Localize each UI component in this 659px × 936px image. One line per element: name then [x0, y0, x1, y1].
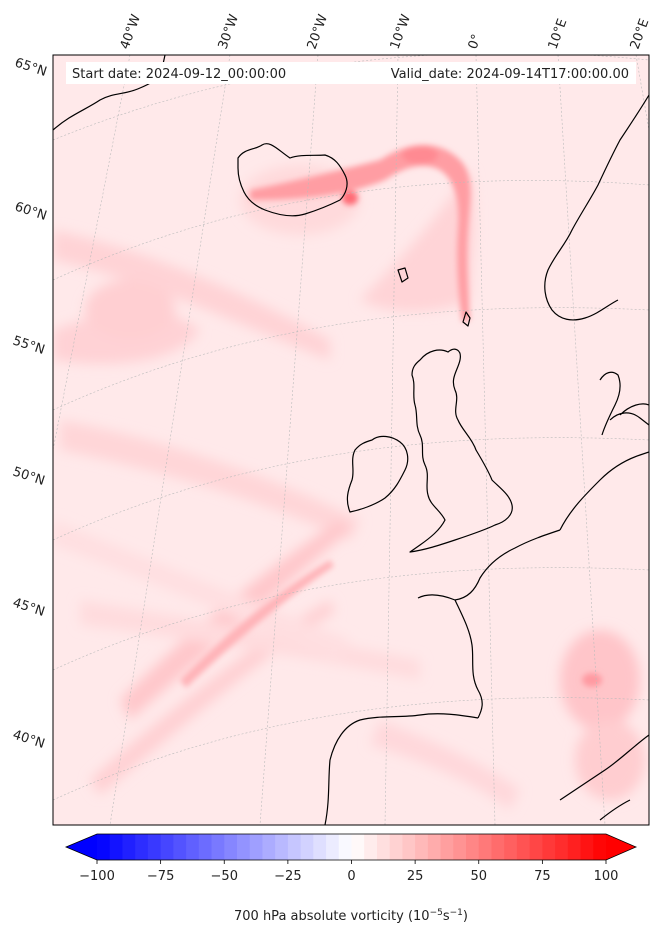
colorbar: −100 −75 −50 −25 0 25 50 75 100 700 hPa absolute…	[64, 833, 638, 924]
colorbar-cell	[236, 834, 251, 860]
vorticity-field	[53, 165, 645, 810]
colorbar-tick-label: 75	[534, 869, 551, 884]
colorbar-cell	[415, 834, 429, 860]
colorbar-cell	[389, 834, 403, 860]
colorbar-cell	[529, 834, 543, 860]
colorbar-cell	[109, 834, 123, 860]
lon-label-40w: 40°W	[118, 12, 144, 51]
colorbar-tick-label: 0	[347, 869, 355, 884]
colorbar-title-main: 700 hPa absolute vorticity (10	[234, 909, 430, 924]
lat-label-45n: 45°N	[11, 596, 47, 620]
lat-label-65n: 65°N	[13, 56, 49, 80]
colorbar-cell	[453, 834, 467, 860]
iberia-coast	[324, 713, 479, 825]
biscay-coast	[454, 599, 483, 719]
colorbar-high-extension	[606, 834, 636, 860]
colorbar-cell	[198, 834, 213, 860]
lon-label-0: 0°	[466, 32, 485, 51]
colorbar-cell	[491, 834, 505, 860]
colorbar-tick-label: −50	[211, 869, 238, 884]
norway-coast	[544, 94, 649, 321]
colorbar-cell	[326, 834, 340, 860]
colorbar-cell	[287, 834, 302, 860]
colorbar-cell	[122, 834, 136, 860]
colorbar-cell	[338, 834, 352, 860]
map-area	[53, 55, 649, 825]
ireland-coast	[346, 435, 409, 513]
colorbar-cells	[97, 834, 607, 860]
colorbar-title-exp1: −5	[430, 908, 443, 918]
header-box	[66, 62, 636, 84]
lon-label-20e: 20°E	[628, 17, 653, 52]
colorbar-cell	[555, 834, 569, 860]
colorbar-cell	[249, 834, 263, 860]
start-date-label: Start date: 2024-09-12_00:00:00	[72, 67, 286, 82]
colorbar-title-exp2: −1	[450, 908, 463, 918]
valid-date-label: Valid_date: 2024-09-14T17:00:00.00	[391, 67, 629, 82]
iceland-coast	[237, 143, 348, 217]
colorbar-cell	[440, 834, 454, 860]
colorbar-cell	[313, 834, 327, 860]
colorbar-ticks: −100 −75 −50 −25 0 25 50 75 100	[79, 860, 618, 884]
colorbar-cell	[186, 834, 200, 860]
colorbar-tick-label: 100	[594, 869, 619, 884]
map-frame	[52, 54, 650, 826]
colorbar-tick-label: −25	[274, 869, 301, 884]
colorbar-cell	[97, 834, 111, 860]
colorbar-cell	[275, 834, 289, 860]
latitude-labels: 65°N 60°N 55°N 50°N 45°N 40°N	[11, 56, 49, 752]
lat-label-50n: 50°N	[11, 465, 47, 489]
lon-label-20w: 20°W	[305, 12, 331, 51]
lon-label-10e: 10°E	[546, 17, 571, 52]
france-coast	[417, 529, 561, 601]
denmark-coast	[599, 371, 621, 436]
colorbar-low-extension	[66, 834, 97, 860]
colorbar-cell	[504, 834, 518, 860]
colorbar-cell	[427, 834, 442, 860]
colorbar-cell	[135, 834, 149, 860]
lon-label-30w: 30°W	[216, 12, 242, 51]
great-britain-coast	[409, 348, 513, 553]
colorbar-cell	[593, 834, 607, 860]
colorbar-cell	[262, 834, 276, 860]
colorbar-cell	[402, 834, 416, 860]
longitude-labels: 40°W 30°W 20°W 10°W 0° 10°E 20°E	[118, 12, 653, 51]
colorbar-cell	[466, 834, 480, 860]
colorbar-cell	[542, 834, 556, 860]
colorbar-cell	[478, 834, 492, 860]
colorbar-cell	[173, 834, 187, 860]
north-europe-coast	[559, 451, 649, 531]
colorbar-cell	[364, 834, 378, 860]
colorbar-tick-label: 50	[470, 869, 487, 884]
colorbar-title-end: )	[463, 909, 468, 924]
colorbar-tick-label: 25	[407, 869, 424, 884]
colorbar-cell	[580, 834, 594, 860]
colorbar-cell	[300, 834, 314, 860]
colorbar-title: 700 hPa absolute vorticity (10−5s−1)	[234, 908, 468, 924]
colorbar-cell	[160, 834, 174, 860]
lat-label-55n: 55°N	[11, 334, 47, 358]
colorbar-tick-label: −75	[147, 869, 174, 884]
lat-label-60n: 60°N	[13, 200, 49, 224]
lat-label-40n: 40°N	[11, 728, 47, 752]
colorbar-tick-label: −100	[79, 869, 115, 884]
colorbar-cell	[516, 834, 531, 860]
colorbar-cell	[224, 834, 238, 860]
coastlines	[53, 55, 649, 825]
colorbar-cell	[376, 834, 391, 860]
colorbar-cell	[351, 834, 365, 860]
colorbar-title-mid: s	[443, 909, 450, 924]
colorbar-cell	[567, 834, 582, 860]
lon-label-10w: 10°W	[388, 12, 414, 51]
colorbar-cell	[211, 834, 225, 860]
colorbar-cell	[147, 834, 162, 860]
vorticity-maxima	[180, 145, 602, 688]
